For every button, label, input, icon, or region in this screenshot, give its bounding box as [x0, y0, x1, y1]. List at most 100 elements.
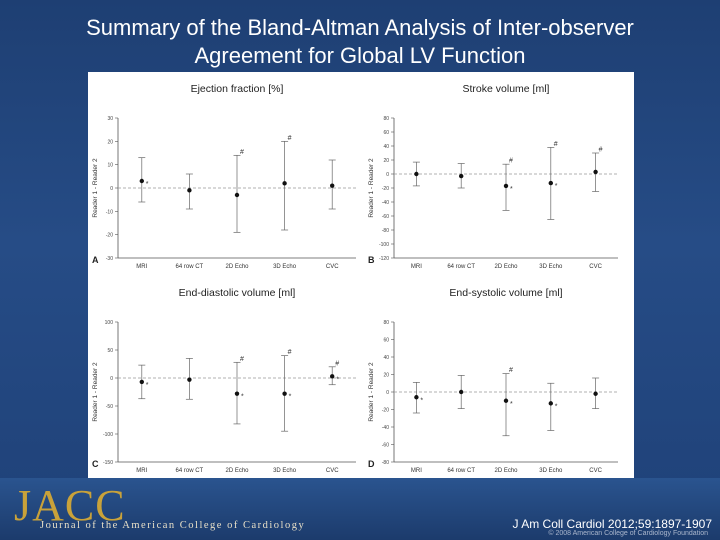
panel-d-significance-mark: * [420, 397, 423, 404]
panel-b-significance-mark: # [509, 158, 513, 165]
panel-d-x-tick-label: CVC [589, 468, 602, 474]
panel-d-y-tick-label: 80 [383, 320, 389, 326]
panel-c-mean-point [187, 377, 192, 382]
panel-b-significance-mark: * [510, 186, 513, 193]
panel-a-x-tick-label: 64 row CT [176, 264, 204, 270]
panel-b-y-tick-label: 60 [383, 130, 389, 136]
figure-panel: Ejection fraction [%] 30 20 10 0 -10 -20 -30 Rea… [88, 72, 634, 480]
panel-c-mean-point [282, 391, 287, 396]
panel-b-y-tick-label: -80 [382, 228, 389, 234]
panel-a-y-axis-label: Reader 1 - Reader 2 [92, 158, 99, 218]
panel-c-title: End-diastolic volume [ml] [179, 287, 296, 299]
panel-c-y-axis-label: Reader 1 - Reader 2 [92, 362, 99, 422]
panel-b-mean-point [548, 180, 553, 186]
panel-b-x-tick-label: 64 row CT [447, 264, 475, 270]
panel-a-y-tick-label: 20 [107, 139, 113, 145]
panel-b-mean-point [593, 169, 598, 175]
journal-name: Journal of the American College of Cardi… [40, 520, 306, 531]
panel-c-significance-mark: # [288, 349, 292, 356]
panel-a-x-tick-label: 3D Echo [273, 264, 297, 270]
panel-c-mean-point [139, 379, 144, 385]
panel-c-x-tick-label: MRI [136, 468, 147, 474]
panel-c-significance-mark: * [336, 376, 339, 383]
panel-c-y-tick-label: 100 [105, 320, 114, 326]
panel-d-mean-point [548, 401, 553, 406]
panel-a-letter: A [92, 255, 99, 265]
panel-b-y-tick-label: 80 [383, 116, 389, 122]
panel-c-letter: C [92, 459, 99, 469]
panel-b-letter: B [368, 255, 375, 265]
bland-altman-figure: Ejection fraction [%]3020100-10-20-30Rea… [92, 83, 618, 474]
panel-b-title: Stroke volume [ml] [463, 83, 550, 95]
panel-c-x-tick-label: CVC [326, 468, 339, 474]
panel-b-y-tick-label: 20 [383, 158, 389, 164]
panel-c-x-tick-label: 3D Echo [273, 468, 297, 474]
panel-d-y-tick-label: 40 [383, 355, 389, 361]
panel-d-title: End-systolic volume [ml] [449, 287, 562, 299]
panel-c-mean-point [234, 391, 240, 396]
panel-a-title: Ejection fraction [%] [191, 83, 284, 95]
panel-d-y-tick-label: -60 [382, 443, 389, 449]
panel-a-mean-point [187, 188, 192, 193]
panel-b-y-tick-label: -120 [379, 256, 389, 262]
panel-d-mean-point [503, 398, 509, 403]
panel-d-y-tick-label: -80 [382, 460, 389, 466]
citation: J Am Coll Cardiol 2012;59:1897-1907 [512, 517, 712, 531]
panel-a-mean-point [330, 183, 335, 188]
panel-d-x-tick-label: 64 row CT [447, 468, 475, 474]
panel-d-y-tick-label: -20 [382, 408, 389, 414]
panel-c-significance-mark: * [241, 394, 244, 401]
footer-bar [0, 478, 720, 540]
panel-a-significance-mark: # [240, 149, 244, 156]
panel-a-y-tick-label: 10 [107, 163, 113, 169]
panel-a-mean-point [282, 181, 287, 186]
panel-b-significance-mark: # [554, 141, 558, 148]
panel-c-significance-mark: * [146, 382, 149, 389]
panel-d-mean-point [459, 389, 464, 395]
panel-b-y-tick-label: 40 [383, 144, 389, 150]
panel-a-x-tick-label: CVC [326, 264, 339, 270]
panel-b-mean-point [503, 183, 509, 189]
panel-b-x-tick-label: 2D Echo [494, 264, 518, 270]
panel-c-x-tick-label: 64 row CT [176, 468, 204, 474]
panel-c-y-tick-label: -150 [103, 460, 113, 466]
panel-a-mean-point [234, 192, 240, 198]
panel-c-y-tick-label: -50 [106, 404, 113, 410]
panel-a-significance-mark: * [146, 181, 149, 188]
panel-a-y-tick-label: -10 [106, 209, 113, 215]
panel-b-y-tick-label: 0 [386, 172, 389, 178]
panel-d-y-tick-label: 60 [383, 338, 389, 344]
panel-a-y-tick-label: 30 [107, 116, 113, 122]
panel-d-letter: D [368, 459, 375, 469]
panel-c-y-tick-label: 50 [107, 348, 113, 354]
panel-a-mean-point [139, 178, 144, 184]
panel-d-y-axis-label: Reader 1 - Reader 2 [368, 362, 375, 422]
panel-d-mean-point [414, 395, 419, 400]
slide-title-line-2: Agreement for Global LV Function [194, 43, 526, 68]
panel-d-y-tick-label: 0 [386, 390, 389, 396]
panel-b-mean-point [459, 173, 464, 179]
jacc-logo: JACC [14, 481, 126, 530]
panel-b-x-tick-label: CVC [589, 264, 602, 270]
panel-c-significance-mark: # [240, 356, 244, 363]
panel-b-y-axis-label: Reader 1 - Reader 2 [368, 158, 375, 218]
panel-d-mean-point [593, 391, 598, 396]
panel-d-significance-mark: # [509, 367, 513, 374]
panel-a-y-tick-label: 0 [110, 186, 113, 192]
panel-c-y-tick-label: -100 [103, 432, 113, 438]
panel-b-x-tick-label: MRI [411, 264, 422, 270]
panel-b-x-tick-label: 3D Echo [539, 264, 563, 270]
panel-c-x-tick-label: 2D Echo [225, 468, 249, 474]
panel-b-y-tick-label: -60 [382, 214, 389, 220]
panel-b-mean-point [414, 171, 419, 177]
copyright: © 2008 American College of Cardiology Fo… [548, 530, 708, 537]
panel-d-x-tick-label: 3D Echo [539, 468, 563, 474]
slide-title: Summary of the Bland-Altman Analysis of … [0, 14, 720, 70]
panel-d-significance-mark: * [510, 401, 513, 408]
panel-d-x-tick-label: MRI [411, 468, 422, 474]
panel-b-y-tick-label: -100 [379, 242, 389, 248]
panel-c-y-tick-label: 0 [110, 376, 113, 382]
panel-d-y-tick-label: 20 [383, 373, 389, 379]
panel-a-y-tick-label: -30 [106, 256, 113, 262]
panel-a-x-tick-label: MRI [136, 264, 147, 270]
